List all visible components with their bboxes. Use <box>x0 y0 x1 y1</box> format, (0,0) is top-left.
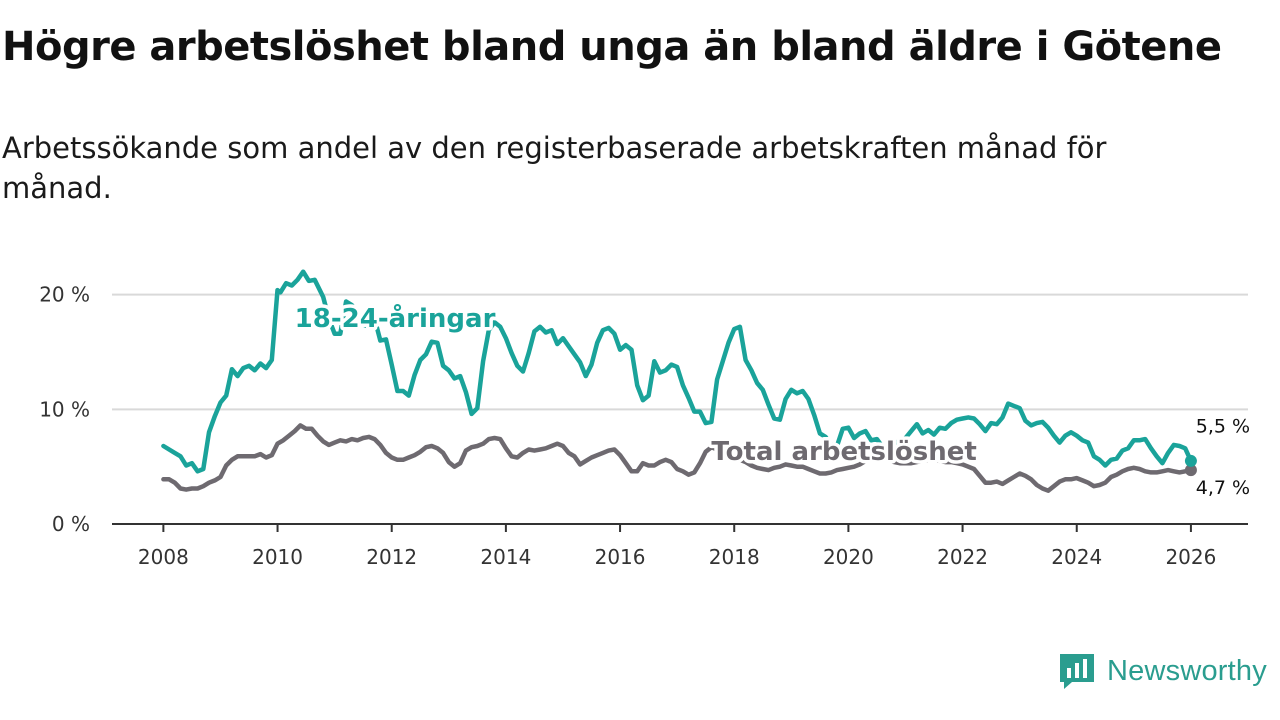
grid-layer <box>112 293 1248 411</box>
total-series-line <box>161 423 1194 493</box>
x-tick-label: 2026 <box>1165 545 1216 569</box>
x-tick-label: 2022 <box>937 545 988 569</box>
youth-series-line <box>161 269 1194 474</box>
newsworthy-logo: Newsworthy <box>1058 652 1267 690</box>
series-layer <box>161 269 1197 493</box>
newsworthy-logo-text: Newsworthy <box>1107 654 1267 687</box>
x-tick-label: 2012 <box>366 545 417 569</box>
total-series-label: Total arbetslöshet <box>711 437 976 467</box>
x-tick-label: 2010 <box>252 545 303 569</box>
x-tick-label: 2014 <box>480 545 531 569</box>
x-tick-label: 2024 <box>1051 545 1102 569</box>
y-tick-label: 0 % <box>52 512 90 536</box>
youth-series-end-value: 5,5 % <box>1196 415 1250 437</box>
chart-subtitle: Arbetssökande som andel av den registerb… <box>2 131 1107 205</box>
x-tick-label: 2008 <box>138 545 189 569</box>
youth-series-label: 18-24-åringar <box>295 302 496 334</box>
x-tick-label: 2018 <box>709 545 760 569</box>
total-series-end-value: 4,7 % <box>1196 477 1250 499</box>
chart-title: Högre arbetslöshet bland unga än bland ä… <box>2 24 1222 70</box>
y-tick-label: 20 % <box>39 283 90 307</box>
axis-layer: 0 % 10 % 20 % 2008 2010 2012 2014 2016 2018 2020 2… <box>39 283 1248 569</box>
x-tick-label: 2016 <box>595 545 646 569</box>
youth-series-end-dot <box>1184 454 1197 467</box>
label-layer: 18-24-åringar Total arbetslöshet 5,5 % 4,7 … <box>291 298 1252 501</box>
total-series-end-dot <box>1184 464 1197 477</box>
x-tick-label: 2020 <box>823 545 874 569</box>
newsworthy-logo-icon <box>1060 654 1094 689</box>
y-tick-label: 10 % <box>39 397 90 421</box>
line-chart: 0 % 10 % 20 % 2008 2010 2012 2014 2016 2018 2020 2… <box>39 269 1252 569</box>
